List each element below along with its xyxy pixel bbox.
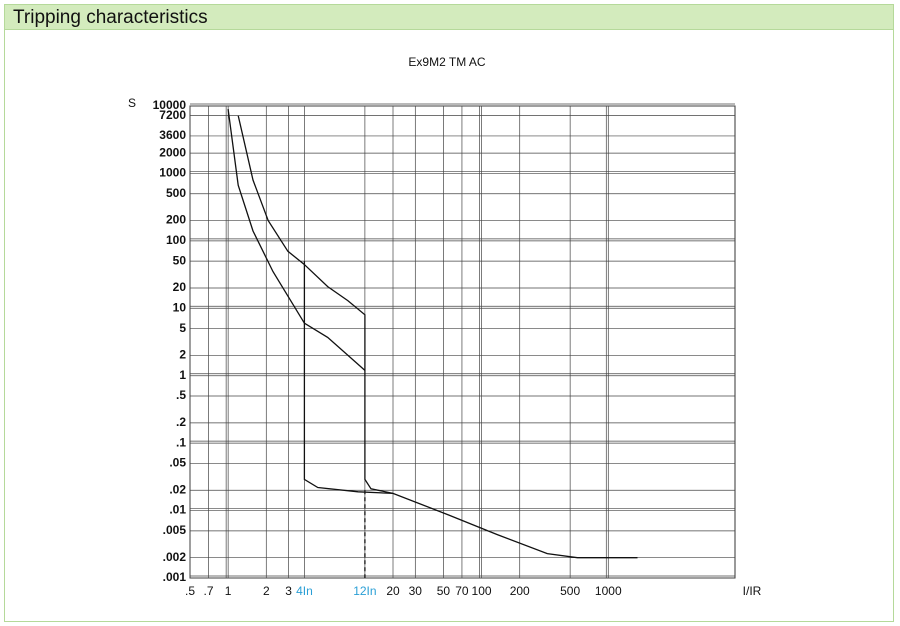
y-tick-label: 50	[173, 253, 187, 267]
y-axis-label: S	[128, 96, 136, 110]
y-tick-label: .5	[176, 388, 186, 402]
chart-title: Ex9M2 TM AC	[408, 55, 485, 69]
y-tick-label: 2000	[159, 145, 186, 159]
trip-curve	[227, 109, 366, 371]
x-tick-label: .7	[204, 584, 214, 598]
x-tick-label: 12In	[353, 584, 376, 598]
x-tick-label: 500	[560, 584, 580, 598]
y-tick-label: 1	[179, 368, 186, 382]
y-tick-label: 10	[173, 300, 187, 314]
x-tick-label: 2	[263, 584, 270, 598]
y-tick-label: .002	[163, 550, 187, 564]
x-axis-label: I/IR	[743, 584, 762, 598]
x-tick-label: 3	[285, 584, 292, 598]
trip-curve	[237, 115, 638, 559]
y-tick-label: 2	[179, 348, 186, 362]
x-tick-label: 1000	[595, 584, 622, 598]
x-tick-label: 70	[455, 584, 469, 598]
y-tick-label: .2	[176, 415, 186, 429]
x-tick-label: 50	[437, 584, 451, 598]
x-tick-label: 1	[225, 584, 232, 598]
y-tick-label: 200	[166, 213, 186, 227]
x-tick-label: 100	[472, 584, 492, 598]
y-tick-label: 10000	[153, 98, 187, 112]
trip-curve	[303, 261, 394, 495]
y-tick-label: .02	[169, 482, 186, 496]
plot-frame	[189, 105, 736, 579]
x-tick-label: 30	[409, 584, 423, 598]
y-tick-label: 1000	[159, 166, 186, 180]
y-tick-label: 20	[173, 280, 187, 294]
y-tick-label: .05	[169, 456, 186, 470]
y-tick-label: 7200	[159, 108, 186, 122]
y-tick-label: .001	[163, 570, 187, 584]
y-tick-label: 3600	[159, 128, 186, 142]
y-tick-label: 100	[166, 233, 186, 247]
x-tick-label: 20	[386, 584, 400, 598]
x-tick-label: 4In	[296, 584, 313, 598]
y-tick-label: 500	[166, 186, 186, 200]
content-box	[4, 30, 894, 622]
y-tick-label: .01	[169, 503, 186, 517]
y-tick-label: 5	[179, 321, 186, 335]
header-bar: Tripping characteristics	[4, 4, 894, 30]
x-tick-label: 200	[510, 584, 530, 598]
y-tick-label: .005	[163, 523, 187, 537]
header-title: Tripping characteristics	[13, 7, 208, 28]
y-tick-label: .1	[176, 435, 186, 449]
x-tick-label: .5	[185, 584, 195, 598]
